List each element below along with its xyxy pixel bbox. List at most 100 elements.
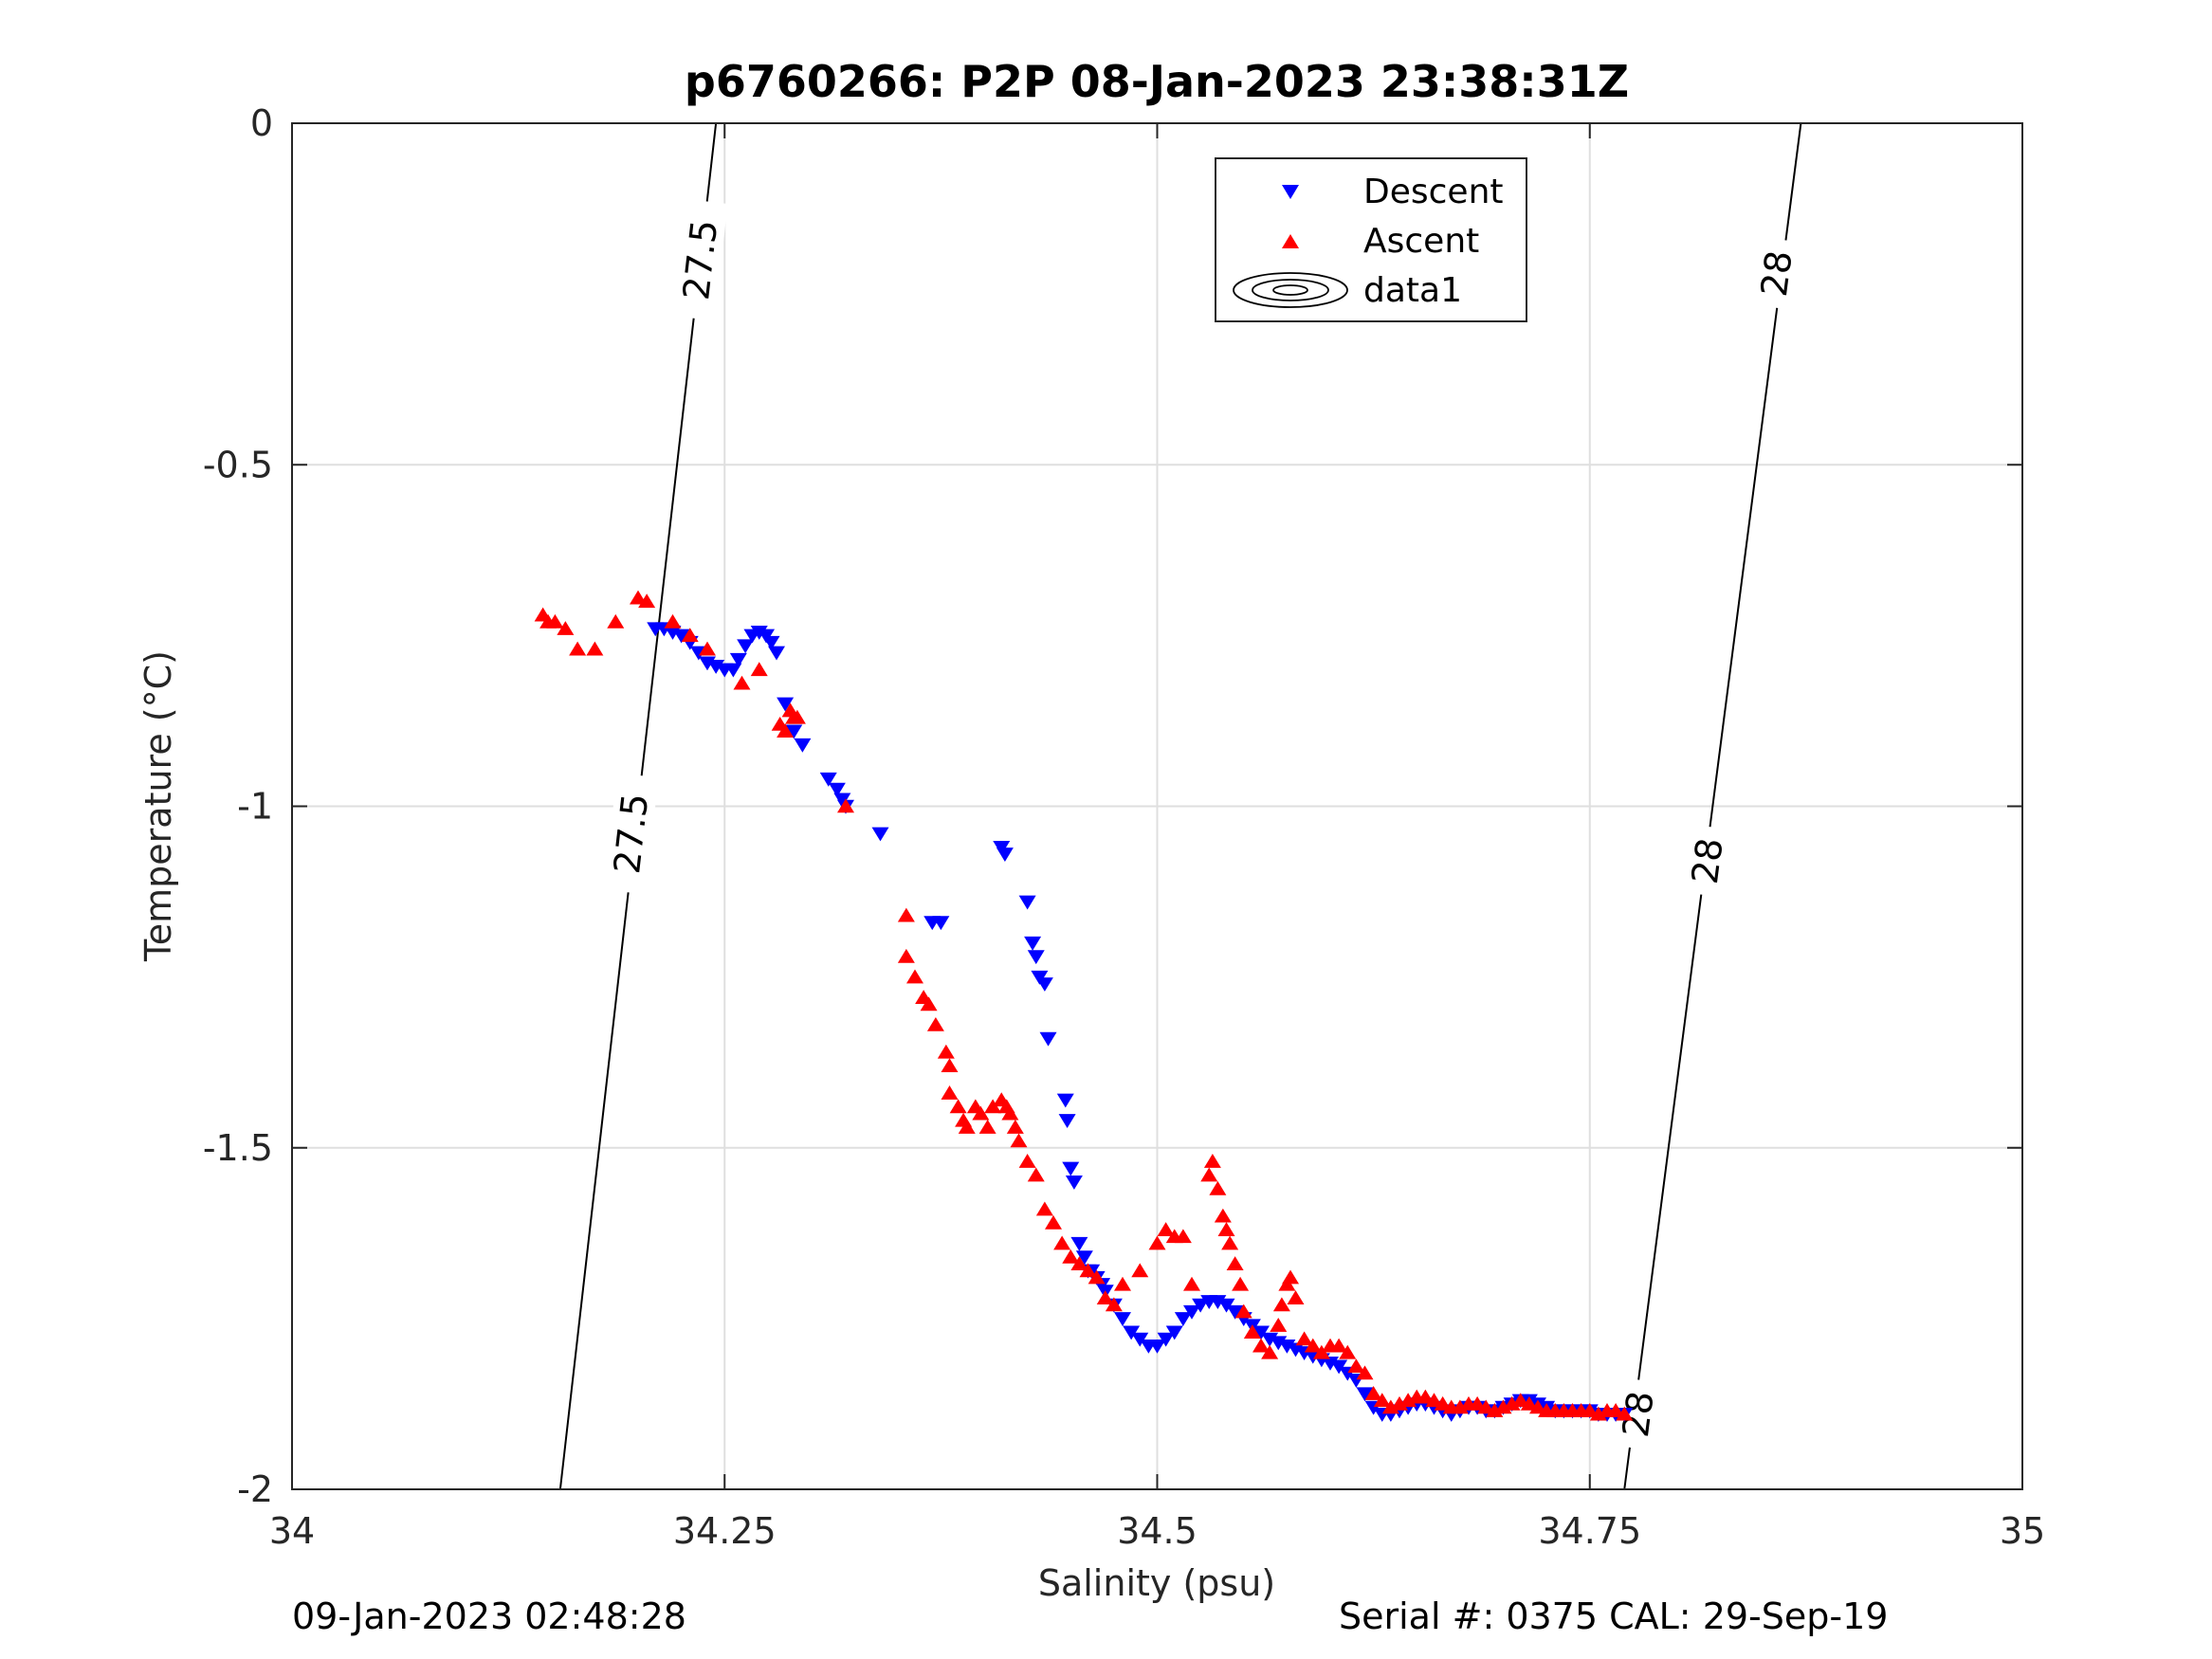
descent-point: [871, 827, 889, 842]
ascent-point: [1529, 1399, 1546, 1414]
ascent-point: [897, 907, 915, 922]
descent-point: [1356, 1387, 1374, 1402]
ascent-point: [1469, 1395, 1487, 1411]
descent-point: [1217, 1298, 1235, 1313]
descent-point: [1252, 1325, 1270, 1340]
x-axis-label: Salinity (psu): [1038, 1562, 1275, 1604]
descent-point: [785, 724, 803, 739]
ascent-point: [1010, 1133, 1028, 1148]
ascent-point: [569, 641, 587, 656]
ascent-point: [1330, 1338, 1348, 1353]
ascent-point: [972, 1105, 990, 1121]
data-markers: [534, 590, 1634, 1422]
ascent-point: [1364, 1386, 1382, 1400]
legend-ascent-marker: [1282, 234, 1299, 248]
ascent-point: [984, 1099, 1002, 1114]
descent-point: [1035, 977, 1053, 992]
ascent-point: [1200, 1167, 1218, 1182]
descent-point: [777, 697, 795, 712]
ascent-point: [897, 948, 915, 963]
ascent-point: [1183, 1276, 1200, 1291]
ascent-point: [837, 798, 854, 813]
ascent-point: [1035, 1201, 1053, 1216]
descent-point: [1174, 1312, 1192, 1326]
chart-title: p6760266: P2P 08-Jan-2023 23:38:31Z: [685, 56, 1629, 107]
ascent-point: [1174, 1229, 1192, 1244]
ascent-point: [546, 613, 564, 629]
y-tick-label: -1.5: [203, 1127, 273, 1169]
ascent-point: [1045, 1214, 1062, 1230]
descent-point: [729, 652, 747, 667]
ascent-point: [1520, 1395, 1538, 1411]
descent-point: [1024, 936, 1042, 951]
y-tick-label: -2: [237, 1468, 273, 1510]
descent-point: [1039, 1031, 1057, 1047]
ascent-point: [1114, 1276, 1131, 1291]
ascent-point: [1347, 1358, 1365, 1374]
ascent-point: [941, 1058, 959, 1073]
ascent-point: [1581, 1403, 1599, 1417]
axis-ticks: 34 34.25 34.5 34.75 35 -2 -1.5 -1 -0.5 0: [203, 102, 2045, 1552]
descent-point: [1027, 950, 1045, 965]
contour-label-gap: [603, 773, 659, 895]
ascent-point: [1607, 1403, 1625, 1417]
ascent-point: [1312, 1344, 1330, 1359]
ascent-point: [630, 590, 647, 605]
ascent-point: [1511, 1393, 1529, 1408]
ascent-point: [1203, 1154, 1221, 1168]
ascent-point: [958, 1120, 976, 1134]
y-tick-label: -0.5: [203, 444, 273, 485]
ascent-point: [926, 1016, 944, 1031]
descent-point: [737, 639, 755, 654]
ascent-point: [1217, 1222, 1235, 1236]
ascent-point: [788, 709, 806, 724]
ascent-point: [937, 1044, 955, 1059]
descent-point: [1062, 1161, 1080, 1176]
descent-point: [1056, 1093, 1074, 1108]
descent-point: [996, 848, 1014, 863]
descent-point: [1070, 1236, 1088, 1251]
contour-label-gap: [1682, 824, 1733, 898]
descent-point: [1131, 1332, 1149, 1347]
ascent-point: [1339, 1344, 1357, 1359]
ascent-point: [1027, 1167, 1045, 1182]
legend-data1-label: data1: [1363, 271, 1462, 310]
contour-line: [1623, 122, 1802, 1490]
footer-serial-cal: Serial #: 0375 CAL: 29-Sep-19: [1339, 1595, 1889, 1637]
legend-ascent-label: Ascent: [1363, 222, 1479, 261]
legend-contour-icon: [1233, 272, 1348, 308]
ascent-point: [733, 675, 751, 690]
legend-descent-marker: [1282, 185, 1299, 199]
contour-label: 27.5: [606, 792, 656, 876]
ascent-point: [1252, 1338, 1270, 1353]
ascent-point: [699, 641, 716, 656]
x-tick-label: 34.25: [673, 1510, 777, 1552]
ascent-point: [1070, 1256, 1088, 1270]
descent-point: [1123, 1325, 1141, 1340]
ascent-point: [1053, 1235, 1071, 1250]
ascent-point: [1356, 1365, 1374, 1380]
footer-date: 09-Jan-2023 02:48:28: [292, 1595, 686, 1637]
ascent-point: [941, 1085, 959, 1100]
ascent-point: [681, 628, 699, 643]
contour-label-gap: [1613, 1377, 1664, 1451]
ascent-point: [920, 996, 938, 1012]
ascent-point: [586, 641, 604, 656]
ascent-point: [750, 662, 768, 677]
x-tick-label: 35: [2000, 1510, 2045, 1552]
contour-label-gap: [1751, 236, 1802, 311]
descent-point: [819, 772, 837, 787]
ascent-point: [1096, 1290, 1114, 1305]
descent-point: [1148, 1339, 1166, 1354]
ascent-point: [1148, 1235, 1166, 1250]
descent-point: [1183, 1304, 1200, 1320]
ascent-point: [1105, 1297, 1123, 1312]
ascent-point: [1425, 1393, 1443, 1408]
ascent-point: [1417, 1389, 1435, 1404]
ascent-point: [1006, 1120, 1024, 1134]
ascent-point: [1209, 1180, 1227, 1195]
ascent-point: [906, 969, 923, 984]
ascent-point: [1234, 1304, 1252, 1319]
contour-label-gap: [672, 199, 728, 321]
